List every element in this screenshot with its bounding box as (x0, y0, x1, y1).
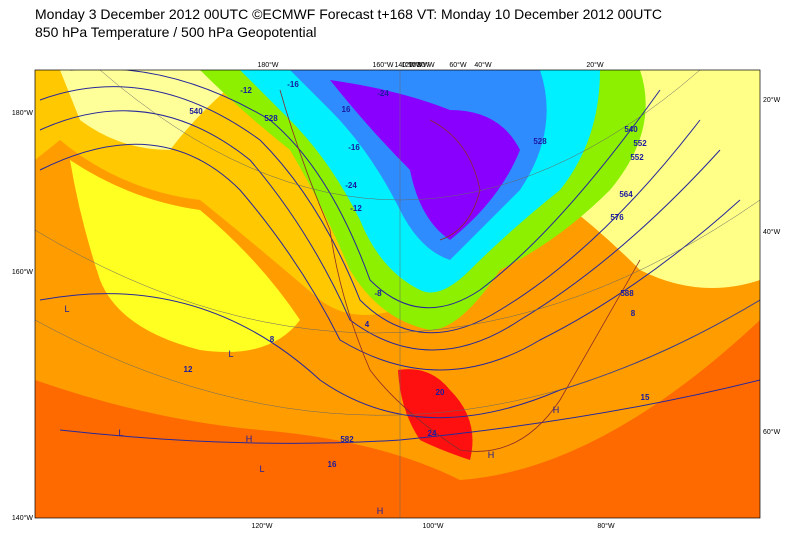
pale-north (60, 70, 250, 150)
right-axis-label: 20°W (763, 96, 781, 104)
top-axis-label: 160°W (372, 61, 393, 69)
bottom-axis-label: 80°W (597, 522, 615, 530)
top-axis-label: 100°W (408, 61, 429, 69)
contour-label: 528 (264, 114, 278, 123)
pressure-center: H (246, 434, 253, 444)
right-axis-label: 40°W (763, 228, 781, 236)
contour-label: 8 (631, 309, 636, 318)
pressure-center: L (64, 304, 69, 314)
contour-label: 552 (630, 153, 644, 162)
top-axis-label: 20°W (586, 61, 604, 69)
top-axis-label: 180°W (257, 61, 278, 69)
yellow-area (70, 160, 300, 352)
contour-label: 552 (633, 139, 647, 148)
pressure-center: L (259, 464, 264, 474)
left-axis-label: 140°W (12, 514, 33, 522)
contour-label: 564 (619, 190, 633, 199)
pressure-center: H (553, 405, 560, 415)
pressure-center: L (228, 349, 233, 359)
contour-label: 20 (436, 388, 445, 397)
contour-label: -12 (350, 204, 362, 213)
contour-label: -24 (377, 89, 389, 98)
contour-label: 15 (641, 393, 650, 402)
contour-label: -16 (348, 143, 360, 152)
map-frame (34, 69, 761, 519)
contour-label: 16 (342, 105, 351, 114)
left-axis-label: 160°W (12, 268, 33, 276)
bottom-axis-label: 120°W (251, 522, 272, 530)
title: Monday 3 December 2012 00UTC ©ECMWF Fore… (35, 6, 662, 22)
top-axis-label: 140°W (394, 61, 415, 69)
top-axis-label: 80°W (417, 61, 435, 69)
contour-label: 12 (184, 365, 193, 374)
contour-label: 528 (533, 137, 547, 146)
graticule (35, 70, 760, 518)
contour-label: 540 (189, 107, 203, 116)
pressure-center: L (118, 428, 123, 438)
contour-label: 582 (340, 435, 354, 444)
bottom-axis-label: 100°W (422, 522, 443, 530)
top-axis-label: 120°W (401, 61, 422, 69)
top-axis-label: 40°W (474, 61, 492, 69)
contour-label: 4 (365, 320, 370, 329)
contour-label: 16 (328, 460, 337, 469)
contour-label: 540 (624, 125, 638, 134)
right-axis-label: 60°W (763, 428, 781, 436)
subtitle: 850 hPa Temperature / 500 hPa Geopotenti… (35, 24, 317, 40)
left-axis-label: 180°W (12, 109, 33, 117)
contour-label: -16 (287, 80, 299, 89)
contour-label: 8 (270, 335, 275, 344)
map-field (35, 70, 760, 518)
contour-label: -8 (374, 289, 382, 298)
hot-band (35, 320, 760, 518)
contour-label: 576 (610, 213, 624, 222)
contour-label: -12 (240, 86, 252, 95)
contour-label: 24 (428, 429, 437, 438)
hot-red (398, 369, 473, 460)
top-axis-label: 60°W (449, 61, 467, 69)
coldest-purple (330, 80, 520, 240)
pressure-center: H (377, 506, 384, 516)
contour-label: -24 (345, 181, 357, 190)
coastlines (279, 89, 641, 452)
pressure-center: H (488, 450, 495, 460)
contour-label: 588 (620, 289, 634, 298)
